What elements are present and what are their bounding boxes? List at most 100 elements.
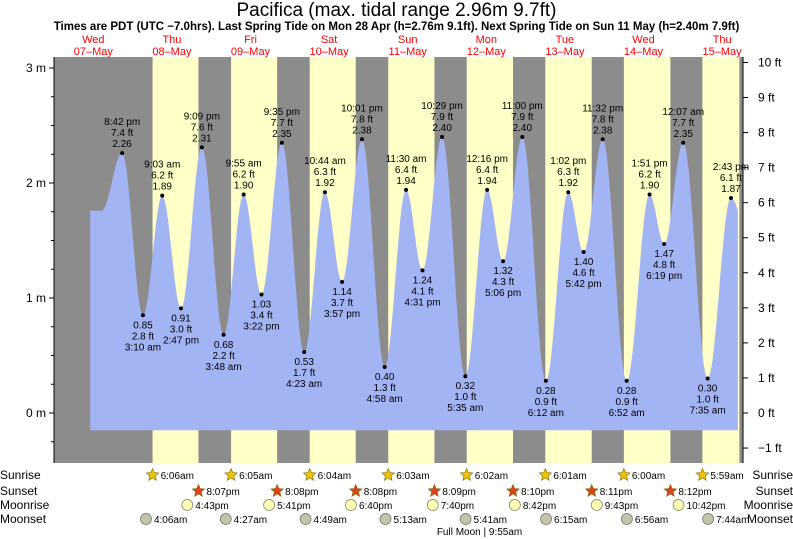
tide-height-m: 1.03 — [252, 300, 272, 311]
right-tick-label: 0 ft — [758, 406, 775, 420]
moonset-icon — [299, 513, 312, 525]
tide-height-m: 2.38 — [593, 125, 613, 136]
tide-height-ft: 7.8 ft — [592, 114, 614, 125]
tide-height-m: 1.90 — [640, 181, 660, 192]
tide-point — [340, 279, 345, 284]
tide-height-m: 1.40 — [574, 257, 594, 268]
day-date: 10–May — [310, 46, 350, 58]
tide-time-label: 12:16 pm — [466, 154, 508, 165]
tide-time-label: 2:47 pm — [163, 335, 199, 346]
sunset-time: 8:12pm — [678, 487, 711, 498]
tide-height-ft: 6.2 ft — [638, 170, 660, 181]
day-name: Thu — [162, 34, 181, 46]
tide-time-label: 10:01 pm — [341, 103, 383, 114]
tide-time-label: 11:30 am — [386, 154, 427, 165]
tide-time-label: 6:12 am — [528, 408, 564, 419]
tide-point — [681, 140, 686, 145]
tide-area — [90, 137, 738, 431]
moonset-time: 4:06am — [154, 515, 187, 526]
tide-point — [566, 190, 571, 195]
tide-height-m: 2.40 — [432, 123, 452, 134]
day-date: 08–May — [152, 46, 192, 58]
tide-time-label: 9:03 am — [144, 160, 180, 171]
tide-point — [728, 195, 733, 200]
sunrise-time: 6:00am — [632, 471, 665, 482]
tide-time-label: 3:57 pm — [324, 309, 360, 320]
tide-height-ft: 1.3 ft — [374, 383, 396, 394]
tide-height-m: 1.87 — [721, 184, 741, 195]
tide-point — [440, 135, 445, 139]
moonrise-icon — [672, 499, 685, 511]
tide-height-ft: 6.4 ft — [395, 165, 417, 176]
moonset-row-label: Moonset — [0, 512, 47, 526]
moonrise-time: 9:43pm — [605, 501, 638, 512]
tide-height-ft: 4.8 ft — [653, 260, 675, 271]
day-headers: Wed07–MayThu08–MayFri09–MaySat10–MaySun1… — [74, 34, 742, 58]
tide-height-ft: 6.4 ft — [476, 165, 498, 176]
tide-point — [302, 350, 307, 355]
tide-height-ft: 2.2 ft — [212, 351, 234, 362]
tide-height-m: 1.14 — [332, 287, 352, 298]
sunrise-row-label-right: Sunrise — [752, 468, 793, 482]
moonrise-icon — [263, 499, 275, 511]
day-name: Wed — [632, 34, 654, 46]
tide-point — [221, 332, 226, 337]
sunrise-icon — [381, 467, 396, 481]
right-tick-label: 10 ft — [758, 55, 782, 69]
tide-time-label: 1:02 pm — [550, 156, 586, 167]
tide-point — [160, 193, 165, 198]
tide-height-m: 1.94 — [477, 176, 497, 187]
tide-time-label: 5:35 am — [447, 403, 483, 414]
tide-height-ft: 3.0 ft — [170, 324, 192, 335]
moonset-time: 5:13am — [393, 515, 426, 526]
tide-time-label: 12:07 am — [662, 107, 704, 118]
moonrise-row-label: Moonrise — [0, 498, 50, 512]
tide-point — [120, 151, 125, 156]
tide-time-label: 4:23 am — [286, 379, 322, 390]
tide-height-m: 0.32 — [456, 381, 476, 392]
tide-point — [624, 378, 629, 383]
day-date: 07–May — [74, 46, 114, 58]
tide-point — [259, 292, 264, 297]
tide-time-label: 9:55 am — [226, 159, 262, 170]
day-date: 15–May — [703, 46, 743, 58]
tide-height-m: 2.38 — [352, 125, 372, 136]
moonrise-time: 4:43pm — [195, 501, 228, 512]
sunrise-time: 6:06am — [161, 471, 194, 482]
tide-height-ft: 0.9 ft — [535, 397, 557, 408]
tide-time-label: 4:31 pm — [404, 297, 440, 308]
day-date: 12–May — [467, 46, 507, 58]
day-name: Fri — [244, 34, 257, 46]
tide-height-m: 2.31 — [192, 133, 212, 144]
tide-height-ft: 6.3 ft — [557, 167, 579, 178]
sunset-time: 8:08pm — [364, 487, 397, 498]
left-tick-label: 2 m — [26, 176, 46, 190]
tide-point — [581, 250, 586, 254]
moonrise-row-label-right: Moonrise — [744, 498, 793, 512]
tide-point — [463, 374, 468, 379]
tide-height-m: 1.92 — [315, 178, 335, 189]
sunrise-icon — [145, 467, 160, 481]
day-date: 14–May — [624, 46, 664, 58]
chart-title: Pacifica (max. tidal range 2.96m 9.7ft) — [236, 0, 557, 21]
right-tick-label: 9 ft — [758, 91, 775, 105]
sunrise-icon — [695, 467, 710, 481]
moonrise-time: 10:42pm — [687, 501, 726, 512]
tide-point — [501, 259, 506, 264]
moonrise-icon — [508, 499, 521, 511]
tide-height-ft: 7.7 ft — [271, 118, 293, 129]
tide-time-label: 2:43 pm — [713, 162, 749, 173]
tide-time-label: 8:42 pm — [104, 117, 140, 128]
tide-time-label: 11:00 pm — [502, 101, 543, 112]
tide-height-m: 2.26 — [112, 139, 132, 150]
tide-time-label: 6:52 am — [609, 408, 645, 419]
sunrise-icon — [459, 467, 474, 481]
tide-time-label: 4:58 am — [367, 394, 403, 405]
moonrise-icon — [590, 499, 603, 511]
day-name: Tue — [556, 34, 575, 46]
tide-height-m: 1.94 — [396, 176, 416, 187]
tide-point — [705, 376, 710, 381]
sunset-icon — [348, 483, 363, 497]
left-axis: 0 m 1 m 2 m 3 m — [26, 57, 55, 463]
